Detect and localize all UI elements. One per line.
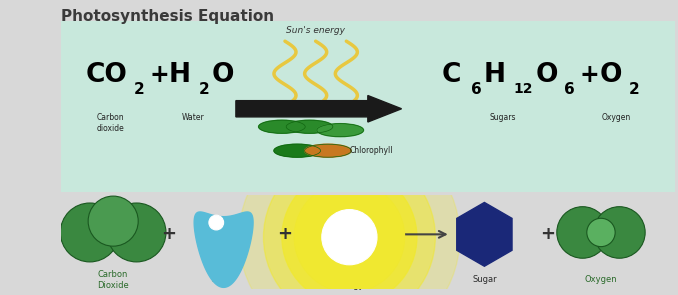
Text: Carbon
Dioxide: Carbon Dioxide [98,270,129,290]
Text: CO: CO [85,63,127,88]
Circle shape [286,120,333,133]
Text: 6: 6 [564,82,575,96]
Text: +: + [277,225,292,243]
Ellipse shape [239,127,460,295]
Ellipse shape [88,196,138,246]
Ellipse shape [60,203,119,262]
FancyArrow shape [236,96,401,122]
Ellipse shape [557,207,608,258]
Text: Water: Water [182,113,204,122]
Circle shape [258,120,305,133]
Text: Photosynthesis Equation: Photosynthesis Equation [61,9,274,24]
Ellipse shape [294,182,405,292]
Polygon shape [457,202,512,266]
Circle shape [304,144,351,157]
Text: Oxygen: Oxygen [601,113,631,122]
Text: Water: Water [211,275,236,284]
Ellipse shape [594,207,645,258]
FancyBboxPatch shape [61,21,675,192]
Text: +: + [161,225,176,243]
Text: 6: 6 [471,82,481,96]
Text: O: O [536,63,558,88]
Text: 12: 12 [514,82,534,96]
Text: +: + [150,63,170,87]
Text: Sugars: Sugars [490,113,516,122]
Ellipse shape [264,151,435,295]
Text: Oxygen: Oxygen [584,275,617,284]
Ellipse shape [282,170,417,295]
Ellipse shape [107,203,166,262]
Text: C: C [441,63,461,88]
Text: Sun's energy: Sun's energy [286,26,345,35]
Text: Chlorophyll: Chlorophyll [349,146,393,155]
Text: 2: 2 [199,82,210,96]
Circle shape [274,144,321,157]
Text: O: O [600,63,622,88]
Ellipse shape [209,215,224,230]
Text: +: + [540,225,555,243]
Polygon shape [194,212,253,287]
Ellipse shape [586,218,615,247]
Text: 2: 2 [134,82,144,96]
Text: Light
Energy: Light Energy [335,270,364,290]
Text: 2: 2 [629,82,639,96]
Text: Carbon
dioxide: Carbon dioxide [96,113,124,133]
Text: O: O [212,63,234,88]
Circle shape [317,124,363,137]
Text: H: H [168,63,191,88]
Text: +: + [580,63,599,87]
Text: H: H [483,63,505,88]
Ellipse shape [322,209,377,265]
Text: Sugar: Sugar [472,275,497,284]
